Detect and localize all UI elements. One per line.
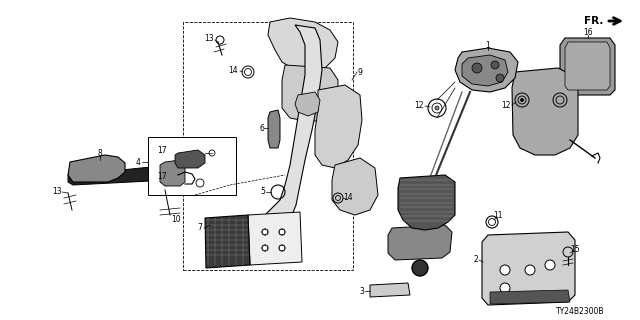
Text: 13: 13 bbox=[204, 34, 214, 43]
Text: 15: 15 bbox=[570, 245, 580, 254]
Polygon shape bbox=[398, 175, 455, 230]
Circle shape bbox=[279, 229, 285, 235]
Text: 4: 4 bbox=[136, 157, 140, 166]
Circle shape bbox=[262, 245, 268, 251]
Circle shape bbox=[279, 245, 285, 251]
Polygon shape bbox=[388, 225, 452, 260]
Text: 5: 5 bbox=[260, 188, 265, 196]
Polygon shape bbox=[282, 65, 338, 122]
Polygon shape bbox=[462, 55, 508, 86]
Polygon shape bbox=[268, 18, 338, 72]
Circle shape bbox=[500, 265, 510, 275]
Text: 16: 16 bbox=[583, 28, 593, 36]
Polygon shape bbox=[175, 150, 205, 168]
Polygon shape bbox=[268, 110, 280, 148]
Circle shape bbox=[472, 63, 482, 73]
Text: 11: 11 bbox=[493, 211, 503, 220]
Text: 3: 3 bbox=[359, 286, 364, 295]
Text: 14: 14 bbox=[228, 66, 238, 75]
Polygon shape bbox=[512, 68, 578, 155]
Polygon shape bbox=[295, 92, 320, 116]
Circle shape bbox=[435, 106, 439, 110]
Circle shape bbox=[496, 74, 504, 82]
Bar bbox=[148, 137, 236, 195]
Polygon shape bbox=[262, 25, 322, 234]
Polygon shape bbox=[68, 155, 125, 182]
Polygon shape bbox=[565, 42, 610, 90]
Circle shape bbox=[500, 283, 510, 293]
Text: 7: 7 bbox=[198, 223, 202, 233]
Text: 17: 17 bbox=[157, 172, 167, 180]
Polygon shape bbox=[315, 85, 362, 168]
Bar bbox=[183, 22, 353, 270]
Polygon shape bbox=[332, 158, 378, 215]
Text: 6: 6 bbox=[260, 124, 264, 132]
Polygon shape bbox=[205, 215, 250, 268]
Polygon shape bbox=[68, 165, 175, 185]
Circle shape bbox=[262, 229, 268, 235]
Text: 14: 14 bbox=[343, 194, 353, 203]
Text: 1: 1 bbox=[486, 41, 490, 50]
Polygon shape bbox=[160, 160, 185, 186]
Circle shape bbox=[545, 260, 555, 270]
Text: FR.: FR. bbox=[584, 16, 603, 26]
Text: 13: 13 bbox=[52, 188, 62, 196]
Circle shape bbox=[491, 61, 499, 69]
Polygon shape bbox=[248, 212, 302, 265]
Polygon shape bbox=[455, 48, 518, 92]
Text: 10: 10 bbox=[171, 215, 181, 225]
Text: 2: 2 bbox=[473, 255, 478, 265]
Text: 17: 17 bbox=[157, 146, 167, 155]
Circle shape bbox=[520, 99, 524, 101]
Polygon shape bbox=[482, 232, 575, 305]
Text: 8: 8 bbox=[98, 148, 102, 157]
Text: 12: 12 bbox=[415, 100, 424, 109]
Polygon shape bbox=[560, 38, 615, 95]
Circle shape bbox=[412, 260, 428, 276]
Text: 9: 9 bbox=[358, 68, 362, 76]
Text: TY24B2300B: TY24B2300B bbox=[556, 308, 604, 316]
Text: 12: 12 bbox=[502, 100, 511, 109]
Polygon shape bbox=[490, 290, 570, 304]
Polygon shape bbox=[370, 283, 410, 297]
Circle shape bbox=[525, 265, 535, 275]
